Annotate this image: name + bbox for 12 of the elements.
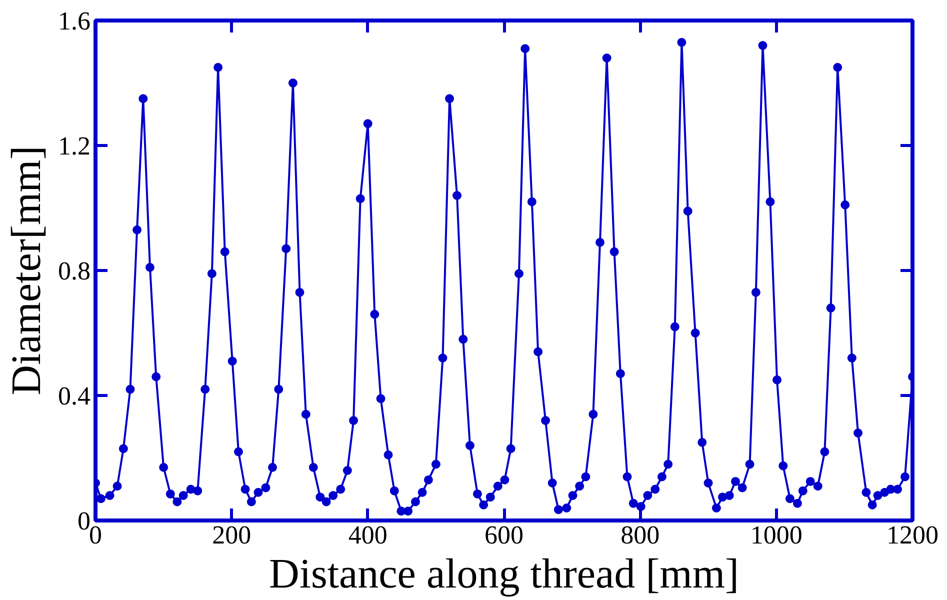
x-tick-label: 1200 [886,520,938,550]
x-tick-label: 1000 [750,520,802,550]
x-axis-title: Distance along thread [mm] [269,552,739,598]
y-axis-title: Diameter[mm] [4,146,50,396]
x-tick-label: 400 [348,520,388,550]
y-tick-label: 1.2 [58,132,90,160]
y-tick-label: 1.6 [58,6,90,36]
y-tick-label: 0.8 [58,256,90,286]
x-tick-label: 200 [212,520,252,550]
x-tick-label: 800 [620,520,660,550]
y-tick-label: 0.4 [58,382,90,410]
x-tick-label: 600 [484,520,524,550]
